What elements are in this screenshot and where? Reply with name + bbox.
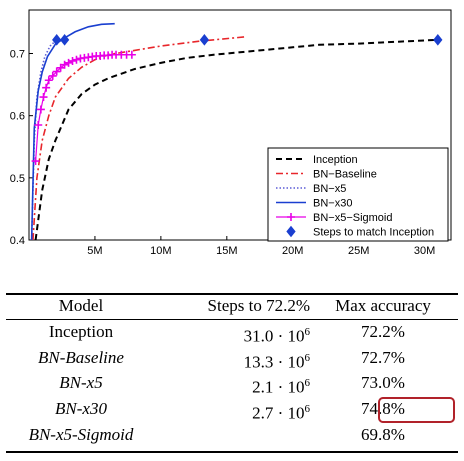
sigmoid-point [127, 50, 136, 59]
x-tick-label: 10M [150, 245, 171, 257]
legend-label: Steps to match Inception [313, 227, 434, 239]
header-max-accuracy: Max accuracy [335, 296, 431, 315]
steps-cell: 31.0 · 106 [243, 326, 311, 346]
sigmoid-point [39, 93, 48, 102]
y-tick-label: 0.4 [10, 235, 25, 247]
sigmoid-point [60, 60, 69, 69]
sigmoid-point [36, 105, 45, 114]
sigmoid-point [68, 56, 77, 65]
max-accuracy-cell: 73.0% [361, 373, 405, 392]
chart-series [30, 22, 443, 241]
series-line-3 [30, 22, 115, 241]
max-accuracy-cell: 69.8% [361, 425, 405, 444]
accuracy-chart: 0.4 0.5 0.6 0.7 5M 10M 15M 20M 25M 30M Inception B… [10, 9, 452, 257]
sigmoid-point [64, 58, 73, 67]
match-inception-point [433, 34, 443, 46]
legend-label: BN−x5−Sigmoid [313, 212, 393, 224]
legend-label: BN−x5 [313, 183, 346, 195]
max-accuracy-cell: 72.7% [361, 348, 405, 367]
table-header-rule [6, 319, 458, 320]
steps-cell: 2.7 · 106 [252, 403, 311, 423]
steps-cell: 2.1 · 106 [252, 377, 311, 397]
steps-exponent: 6 [304, 403, 311, 415]
x-tick-label: 25M [348, 245, 369, 257]
model-cell: BN-x5 [59, 373, 103, 392]
sigmoid-point [48, 71, 57, 80]
plot-frame [28, 9, 452, 241]
sigmoid-point [72, 55, 81, 64]
match-inception-point [199, 34, 210, 46]
series-line-4 [34, 54, 132, 162]
steps-exponent: 6 [304, 377, 311, 389]
model-cell: BN-x30 [55, 399, 107, 418]
model-cell: BN-x5-Sigmoid [28, 425, 134, 444]
chart-legend: Inception BN−Baseline BN−x5 BN−x30 BN−x5−Sig… [267, 147, 449, 242]
match-inception-point [52, 34, 62, 46]
max-accuracy-cell: 72.2% [361, 322, 405, 341]
legend-swatch-marker [286, 225, 296, 238]
steps-cell: 13.3 · 106 [243, 352, 311, 372]
sigmoid-point [31, 157, 40, 166]
sigmoid-point [42, 83, 51, 92]
steps-exponent: 6 [304, 326, 311, 338]
match-inception-point [59, 34, 70, 46]
sigmoid-point [34, 121, 43, 129]
y-tick-label: 0.7 [10, 49, 25, 61]
y-tick-label: 0.6 [10, 111, 25, 123]
max-accuracy-highlight-box [378, 397, 455, 423]
sigmoid-point [52, 67, 61, 76]
legend-swatch-marker [287, 213, 295, 221]
legend-label: BN−Baseline [313, 169, 377, 181]
table-bottom-rule [6, 451, 458, 453]
legend-box [267, 147, 449, 242]
x-tick-label: 20M [282, 245, 303, 257]
y-tick-label: 0.5 [10, 173, 25, 185]
series-line-1 [32, 35, 247, 241]
x-tick-label: 5M [87, 245, 102, 257]
model-cell: Inception [48, 322, 114, 341]
table-top-rule [6, 293, 458, 295]
steps-exponent: 6 [304, 352, 311, 364]
max-accuracy-cell: 74.8% [361, 399, 405, 418]
header-steps: Steps to 72.2% [207, 296, 310, 315]
sigmoid-point [44, 76, 53, 85]
x-tick-label: 30M [414, 245, 435, 257]
legend-label: BN−x30 [313, 198, 352, 210]
legend-label: Inception [313, 154, 358, 166]
series-line-0 [34, 38, 438, 241]
header-model: Model [58, 296, 104, 315]
x-tick-label: 15M [216, 245, 237, 257]
model-cell: BN-Baseline [38, 348, 124, 367]
